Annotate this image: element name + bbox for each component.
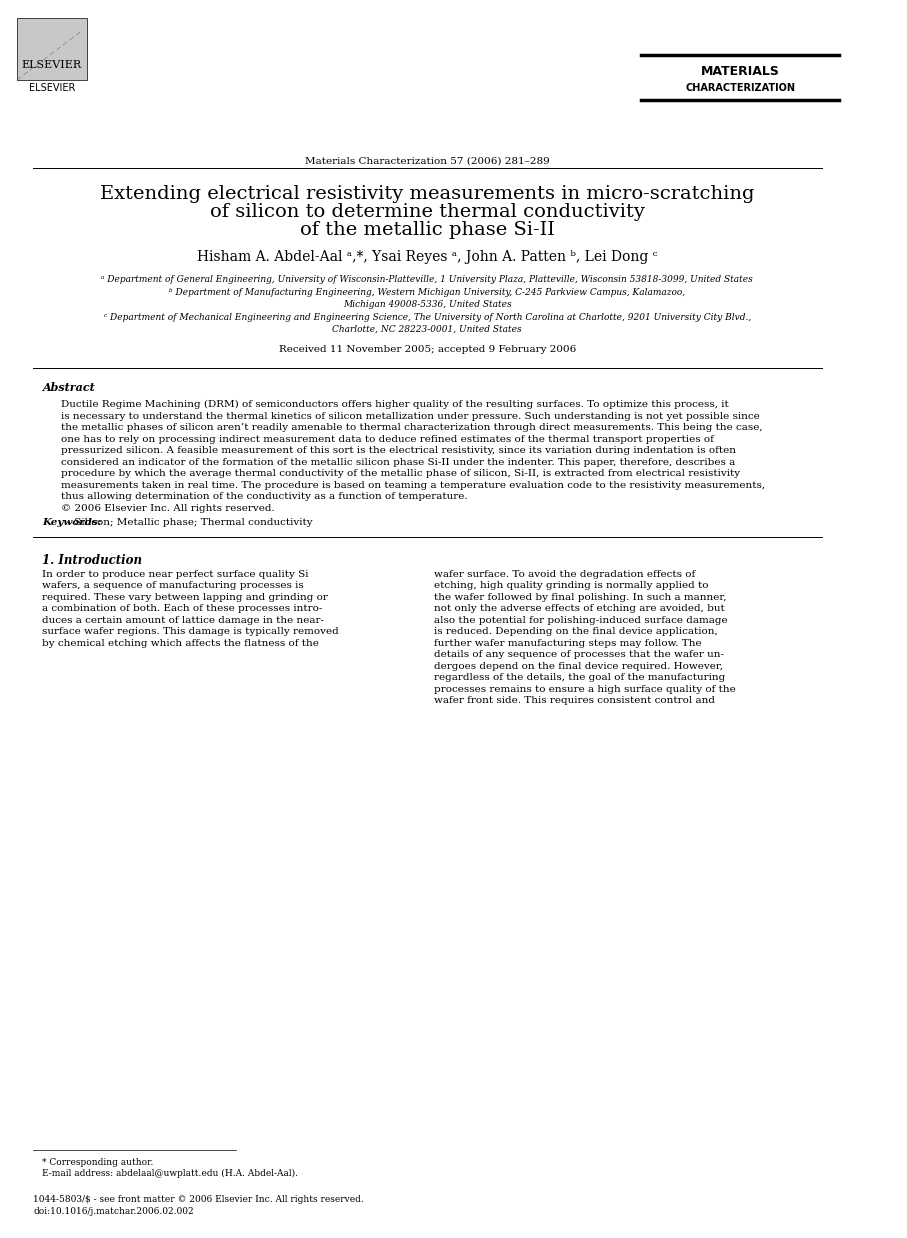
Text: a combination of both. Each of these processes intro-: a combination of both. Each of these pro… [43, 604, 323, 613]
Text: CHARACTERIZATION: CHARACTERIZATION [686, 83, 795, 93]
Text: of silicon to determine thermal conductivity: of silicon to determine thermal conducti… [210, 203, 645, 222]
Text: further wafer manufacturing steps may follow. The: further wafer manufacturing steps may fo… [434, 639, 701, 647]
Text: Silicon; Metallic phase; Thermal conductivity: Silicon; Metallic phase; Thermal conduct… [71, 517, 312, 526]
Text: wafer surface. To avoid the degradation effects of: wafer surface. To avoid the degradation … [434, 569, 695, 578]
Text: ᶜ Department of Mechanical Engineering and Engineering Science, The University o: ᶜ Department of Mechanical Engineering a… [103, 313, 751, 322]
Text: Received 11 November 2005; accepted 9 February 2006: Received 11 November 2005; accepted 9 Fe… [278, 345, 576, 354]
Text: In order to produce near perfect surface quality Si: In order to produce near perfect surface… [43, 569, 309, 578]
Text: Hisham A. Abdel-Aal ᵃ,*, Ysai Reyes ᵃ, John A. Patten ᵇ, Lei Dong ᶜ: Hisham A. Abdel-Aal ᵃ,*, Ysai Reyes ᵃ, J… [197, 250, 658, 264]
Text: not only the adverse effects of etching are avoided, but: not only the adverse effects of etching … [434, 604, 725, 613]
Text: MATERIALS: MATERIALS [701, 66, 780, 78]
Text: considered an indicator of the formation of the metallic silicon phase Si-II und: considered an indicator of the formation… [62, 458, 736, 467]
Text: wafer front side. This requires consistent control and: wafer front side. This requires consiste… [434, 696, 715, 704]
Text: of the metallic phase Si-II: of the metallic phase Si-II [300, 222, 555, 239]
Text: Charlotte, NC 28223-0001, United States: Charlotte, NC 28223-0001, United States [333, 326, 522, 334]
Text: Michigan 49008-5336, United States: Michigan 49008-5336, United States [343, 300, 512, 310]
Text: the metallic phases of silicon aren’t readily amenable to thermal characterizati: the metallic phases of silicon aren’t re… [62, 423, 763, 432]
Text: details of any sequence of processes that the wafer un-: details of any sequence of processes tha… [434, 650, 724, 659]
Text: duces a certain amount of lattice damage in the near-: duces a certain amount of lattice damage… [43, 615, 325, 624]
Text: * Corresponding author.: * Corresponding author. [43, 1158, 154, 1167]
Text: doi:10.1016/j.matchar.2006.02.002: doi:10.1016/j.matchar.2006.02.002 [33, 1207, 193, 1216]
Text: 1. Introduction: 1. Introduction [43, 553, 142, 567]
Text: ELSEVIER: ELSEVIER [22, 59, 82, 71]
Text: © 2006 Elsevier Inc. All rights reserved.: © 2006 Elsevier Inc. All rights reserved… [62, 504, 275, 513]
Text: is necessary to understand the thermal kinetics of silicon metallization under p: is necessary to understand the thermal k… [62, 411, 760, 421]
Text: is reduced. Depending on the final device application,: is reduced. Depending on the final devic… [434, 626, 717, 636]
Text: Keywords:: Keywords: [43, 517, 102, 526]
Text: Ductile Regime Machining (DRM) of semiconductors offers higher quality of the re: Ductile Regime Machining (DRM) of semico… [62, 400, 729, 409]
Text: procedure by which the average thermal conductivity of the metallic phase of sil: procedure by which the average thermal c… [62, 469, 740, 478]
Text: the wafer followed by final polishing. In such a manner,: the wafer followed by final polishing. I… [434, 593, 727, 602]
Text: Materials Characterization 57 (2006) 281–289: Materials Characterization 57 (2006) 281… [305, 157, 550, 166]
Text: measurements taken in real time. The procedure is based on teaming a temperature: measurements taken in real time. The pro… [62, 480, 766, 489]
Text: processes remains to ensure a high surface quality of the: processes remains to ensure a high surfa… [434, 685, 736, 693]
Text: E-mail address: abdelaal@uwplatt.edu (H.A. Abdel-Aal).: E-mail address: abdelaal@uwplatt.edu (H.… [43, 1169, 298, 1179]
Text: regardless of the details, the goal of the manufacturing: regardless of the details, the goal of t… [434, 673, 725, 682]
Text: Abstract: Abstract [43, 383, 95, 392]
Text: etching, high quality grinding is normally applied to: etching, high quality grinding is normal… [434, 581, 708, 591]
Text: 1044-5803/$ - see front matter © 2006 Elsevier Inc. All rights reserved.: 1044-5803/$ - see front matter © 2006 El… [33, 1195, 364, 1205]
Text: also the potential for polishing-induced surface damage: also the potential for polishing-induced… [434, 615, 727, 624]
Text: required. These vary between lapping and grinding or: required. These vary between lapping and… [43, 593, 328, 602]
Text: Extending electrical resistivity measurements in micro-scratching: Extending electrical resistivity measure… [100, 184, 755, 203]
Text: ᵃ Department of General Engineering, University of Wisconsin-Platteville, 1 Univ: ᵃ Department of General Engineering, Uni… [102, 275, 753, 284]
Text: by chemical etching which affects the flatness of the: by chemical etching which affects the fl… [43, 639, 319, 647]
Text: wafers, a sequence of manufacturing processes is: wafers, a sequence of manufacturing proc… [43, 581, 304, 591]
Text: ᵇ Department of Manufacturing Engineering, Western Michigan University, C-245 Pa: ᵇ Department of Manufacturing Engineerin… [170, 288, 686, 297]
Text: surface wafer regions. This damage is typically removed: surface wafer regions. This damage is ty… [43, 626, 339, 636]
Text: ELSEVIER: ELSEVIER [29, 83, 75, 93]
Text: thus allowing determination of the conductivity as a function of temperature.: thus allowing determination of the condu… [62, 491, 468, 501]
FancyBboxPatch shape [17, 19, 87, 80]
Text: one has to rely on processing indirect measurement data to deduce refined estima: one has to rely on processing indirect m… [62, 435, 714, 443]
Text: pressurized silicon. A feasible measurement of this sort is the electrical resis: pressurized silicon. A feasible measurem… [62, 446, 736, 456]
Text: dergoes depend on the final device required. However,: dergoes depend on the final device requi… [434, 661, 723, 671]
